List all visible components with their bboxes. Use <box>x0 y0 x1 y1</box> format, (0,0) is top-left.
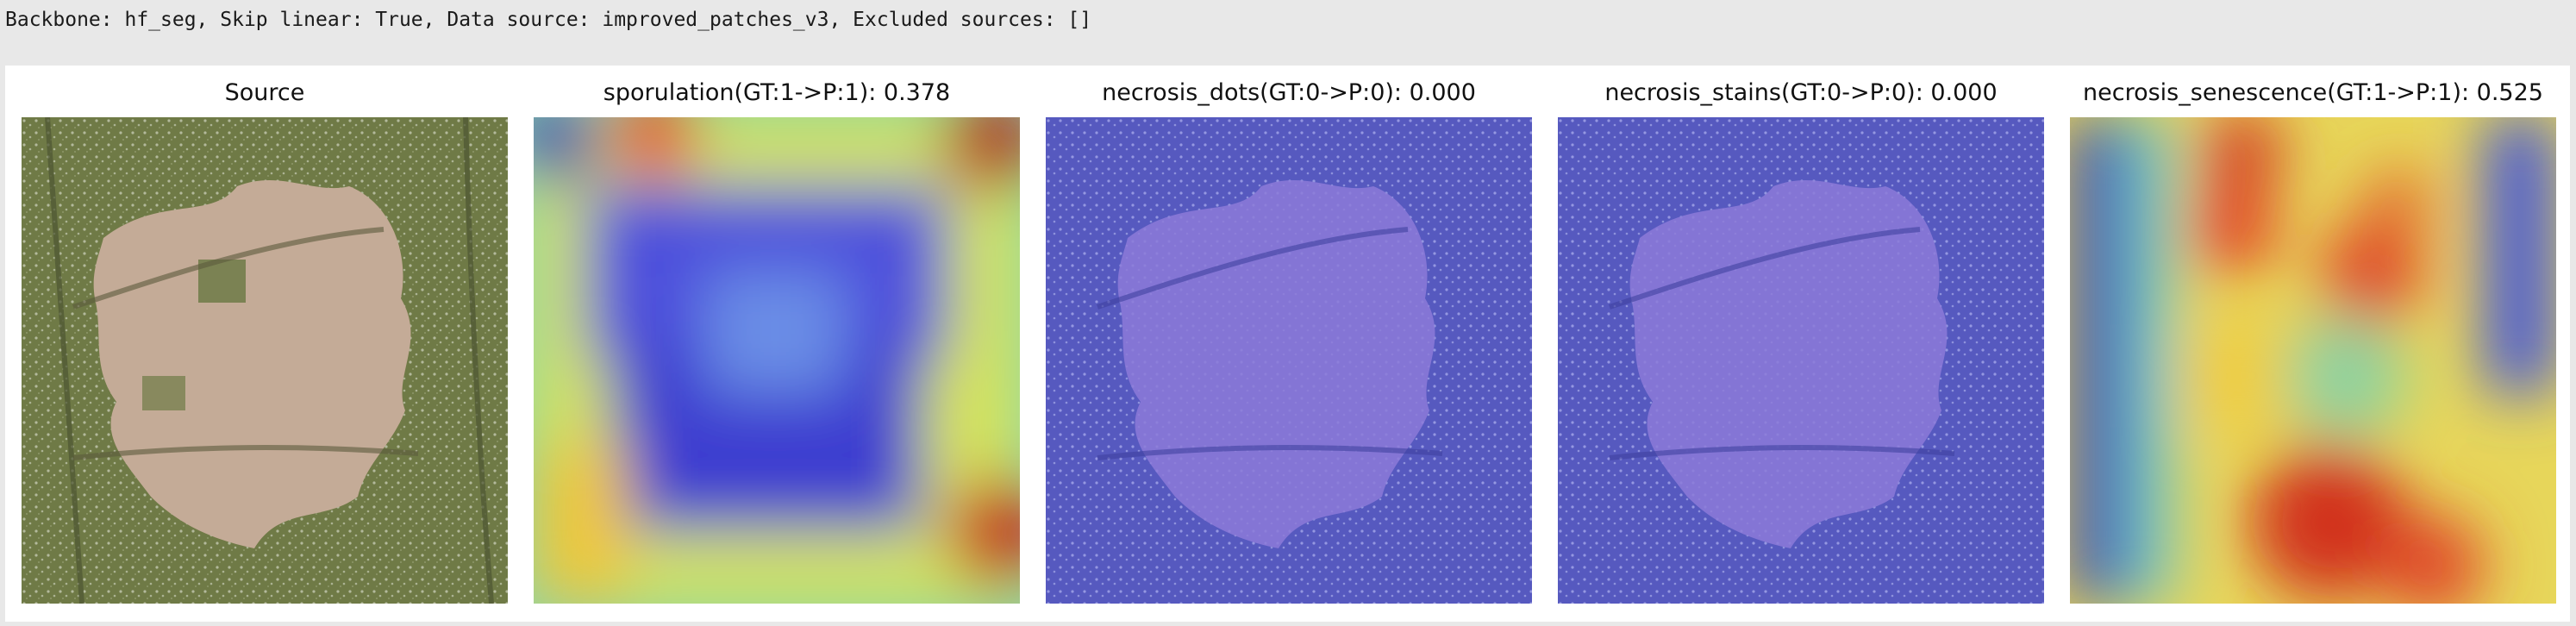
panel-source: Source <box>22 66 508 622</box>
panel-title: sporulation(GT:1->P:1): 0.378 <box>603 79 951 106</box>
necrosis-stains-heatmap <box>1558 117 2044 604</box>
panel-title: Source <box>224 79 305 106</box>
figure-canvas: Source <box>5 66 2570 622</box>
source-leaf-image <box>22 117 508 604</box>
panel-title: necrosis_dots(GT:0->P:0): 0.000 <box>1102 79 1476 106</box>
panel-sporulation: sporulation(GT:1->P:1): 0.378 <box>534 66 1020 622</box>
sporulation-heatmap <box>534 117 1020 604</box>
necrosis-senescence-heatmap <box>2070 117 2556 604</box>
run-config-text: Backbone: hf_seg, Skip linear: True, Dat… <box>5 9 1092 31</box>
panel-necrosis-stains: necrosis_stains(GT:0->P:0): 0.000 <box>1558 66 2044 622</box>
panel-title: necrosis_senescence(GT:1->P:1): 0.525 <box>2083 79 2543 106</box>
panel-necrosis-dots: necrosis_dots(GT:0->P:0): 0.000 <box>1046 66 1532 622</box>
panel-title: necrosis_stains(GT:0->P:0): 0.000 <box>1604 79 1998 106</box>
panel-necrosis-senescence: necrosis_senescence(GT:1->P:1): 0.525 <box>2070 66 2556 622</box>
necrosis-dots-heatmap <box>1046 117 1532 604</box>
